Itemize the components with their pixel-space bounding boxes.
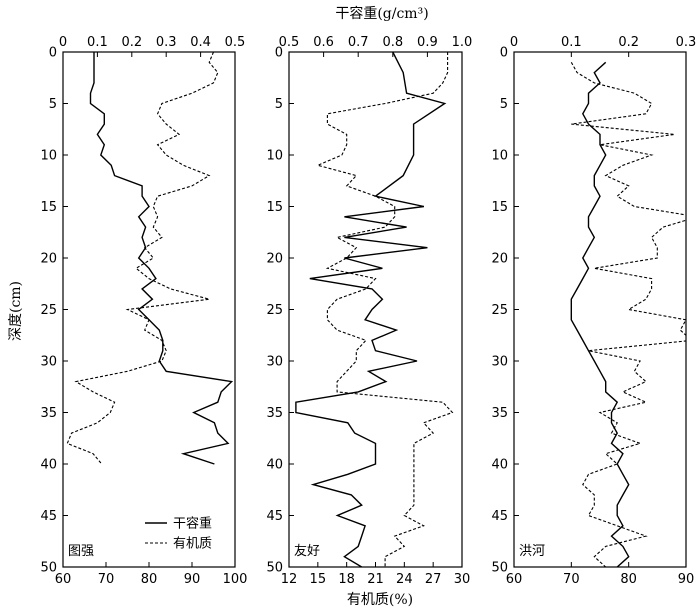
top-tick-label: 0.3 — [156, 35, 177, 50]
series-organic-matter-line — [570, 62, 686, 567]
legend-organic-matter-label: 有机质 — [173, 537, 212, 552]
y-tick-label: 0 — [275, 46, 283, 61]
y-tick-label: 15 — [491, 200, 508, 215]
y-tick-label: 15 — [40, 200, 57, 215]
top-tick-label: 0 — [510, 35, 518, 50]
panel-3: 0 5 10 15 20 25 30 35 40 45 50 0 0.1 0.2 0.3 60 70 80 90 洪河 — [491, 35, 697, 587]
bottom-tick-label: 27 — [425, 572, 442, 587]
y-tick-label: 35 — [40, 406, 57, 421]
y-tick-label: 25 — [266, 303, 283, 318]
y-tick-label: 50 — [266, 561, 283, 576]
y-axis-label: 深度(cm) — [8, 281, 24, 341]
series-organic-matter-line — [316, 52, 454, 567]
top-tick-label: 0.5 — [225, 35, 246, 50]
y-tick-label: 40 — [491, 458, 508, 473]
y-tick-label: 0 — [500, 46, 508, 61]
top-tick-label: 0.2 — [121, 35, 142, 50]
top-tick-label: 0.1 — [87, 35, 108, 50]
bottom-tick-label: 30 — [454, 572, 471, 587]
top-tick-label: 0.8 — [382, 35, 403, 50]
bottom-tick-label: 90 — [678, 572, 695, 587]
y-tick-label: 35 — [491, 406, 508, 421]
bottom-tick-label: 80 — [620, 572, 637, 587]
bottom-tick-label: 60 — [506, 572, 523, 587]
y-tick-label: 5 — [49, 97, 57, 112]
y-tick-label: 35 — [266, 406, 283, 421]
top-tick-label: 0 — [59, 35, 67, 50]
y-tick-label: 10 — [491, 149, 508, 164]
y-tick-label: 5 — [500, 97, 508, 112]
panel-frame — [62, 51, 236, 568]
y-tick-label: 15 — [266, 200, 283, 215]
top-tick-label: 0.7 — [348, 35, 369, 50]
bottom-tick-label: 15 — [310, 572, 327, 587]
y-tick-label: 10 — [40, 149, 57, 164]
bottom-tick-label: 60 — [55, 572, 72, 587]
top-tick-label: 0.2 — [618, 35, 639, 50]
y-tick-label: 30 — [491, 355, 508, 370]
bottom-tick-label: 18 — [338, 572, 355, 587]
site-label: 图强 — [68, 544, 94, 559]
series-organic-matter-line — [66, 52, 219, 465]
series-bulk-density-line — [89, 52, 234, 465]
y-tick-label: 20 — [491, 252, 508, 267]
bottom-tick-label: 80 — [141, 572, 158, 587]
panel-frame — [513, 51, 687, 568]
y-tick-label: 40 — [40, 458, 57, 473]
top-axis-label: 干容重(g/cm³) — [335, 5, 428, 22]
bottom-tick-label: 100 — [223, 572, 248, 587]
y-tick-label: 20 — [40, 252, 57, 267]
y-tick-label: 10 — [266, 149, 283, 164]
y-tick-label: 50 — [40, 561, 57, 576]
site-label: 友好 — [294, 543, 320, 559]
site-label: 洪河 — [519, 544, 545, 559]
panel-2: 0 5 10 15 20 25 30 35 40 45 50 0.5 0.6 0.7 0.8 0.9 1.0 12… — [266, 35, 472, 587]
top-tick-label: 1.0 — [452, 35, 473, 50]
top-tick-label: 0.5 — [279, 35, 300, 50]
y-tick-label: 0 — [49, 46, 57, 61]
top-tick-label: 0.9 — [417, 35, 438, 50]
y-tick-label: 25 — [40, 303, 57, 318]
y-tick-label: 40 — [266, 458, 283, 473]
series-bulk-density-line — [295, 52, 447, 567]
legend-bulk-density-label: 干容重 — [173, 516, 212, 532]
bottom-tick-label: 21 — [367, 572, 384, 587]
y-tick-label: 50 — [491, 561, 508, 576]
bottom-tick-label: 90 — [184, 572, 201, 587]
y-tick-label: 25 — [491, 303, 508, 318]
series-bulk-density-line — [570, 61, 630, 567]
y-tick-label: 20 — [266, 252, 283, 267]
bottom-tick-label: 24 — [396, 572, 413, 587]
bottom-axis-label: 有机质(%) — [347, 592, 413, 608]
top-tick-label: 0.4 — [190, 35, 211, 50]
panel-1: 0 5 10 15 20 25 30 35 40 45 50 0 0.1 0.2 0.3 0.4 0.5 60 70… — [40, 35, 247, 587]
y-tick-label: 45 — [266, 509, 283, 524]
top-tick-label: 0.6 — [313, 35, 334, 50]
panel-frame — [288, 51, 463, 568]
bottom-tick-label: 70 — [563, 572, 580, 587]
top-tick-label: 0.1 — [561, 35, 582, 50]
y-tick-label: 5 — [275, 97, 283, 112]
top-tick-label: 0.3 — [676, 35, 697, 50]
y-tick-label: 45 — [491, 509, 508, 524]
y-tick-label: 45 — [40, 509, 57, 524]
bottom-tick-label: 12 — [281, 572, 298, 587]
bottom-tick-label: 70 — [98, 572, 115, 587]
y-tick-label: 30 — [266, 355, 283, 370]
y-tick-label: 30 — [40, 355, 57, 370]
